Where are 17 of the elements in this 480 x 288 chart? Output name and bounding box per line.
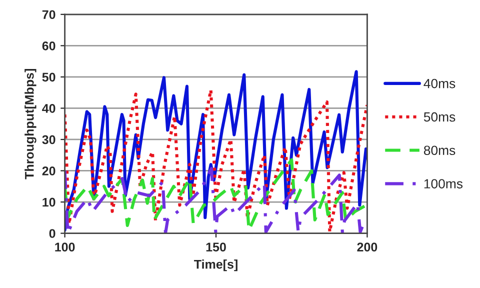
y-tick-label: 40 — [42, 104, 56, 113]
x-tick-label: 100 — [55, 242, 75, 252]
y-tick-label: 60 — [42, 41, 56, 50]
y-axis-title: Throughput[Mbps] — [24, 69, 36, 180]
legend-label: 100ms — [424, 179, 463, 188]
y-tick-label: 10 — [42, 198, 56, 207]
x-tick-label: 150 — [206, 242, 226, 252]
legend-label: 40ms — [424, 78, 456, 88]
legend-label: 80ms — [424, 146, 456, 156]
y-tick-label: 30 — [42, 135, 56, 144]
x-tick-label: 200 — [357, 242, 378, 252]
y-tick-label: 70 — [42, 10, 56, 20]
y-tick-label: 0 — [49, 229, 56, 238]
legend-label: 50ms — [424, 112, 456, 122]
y-tick-label: 20 — [42, 166, 56, 176]
y-tick-label: 50 — [42, 72, 56, 82]
x-axis-title: Time[s] — [194, 260, 238, 272]
